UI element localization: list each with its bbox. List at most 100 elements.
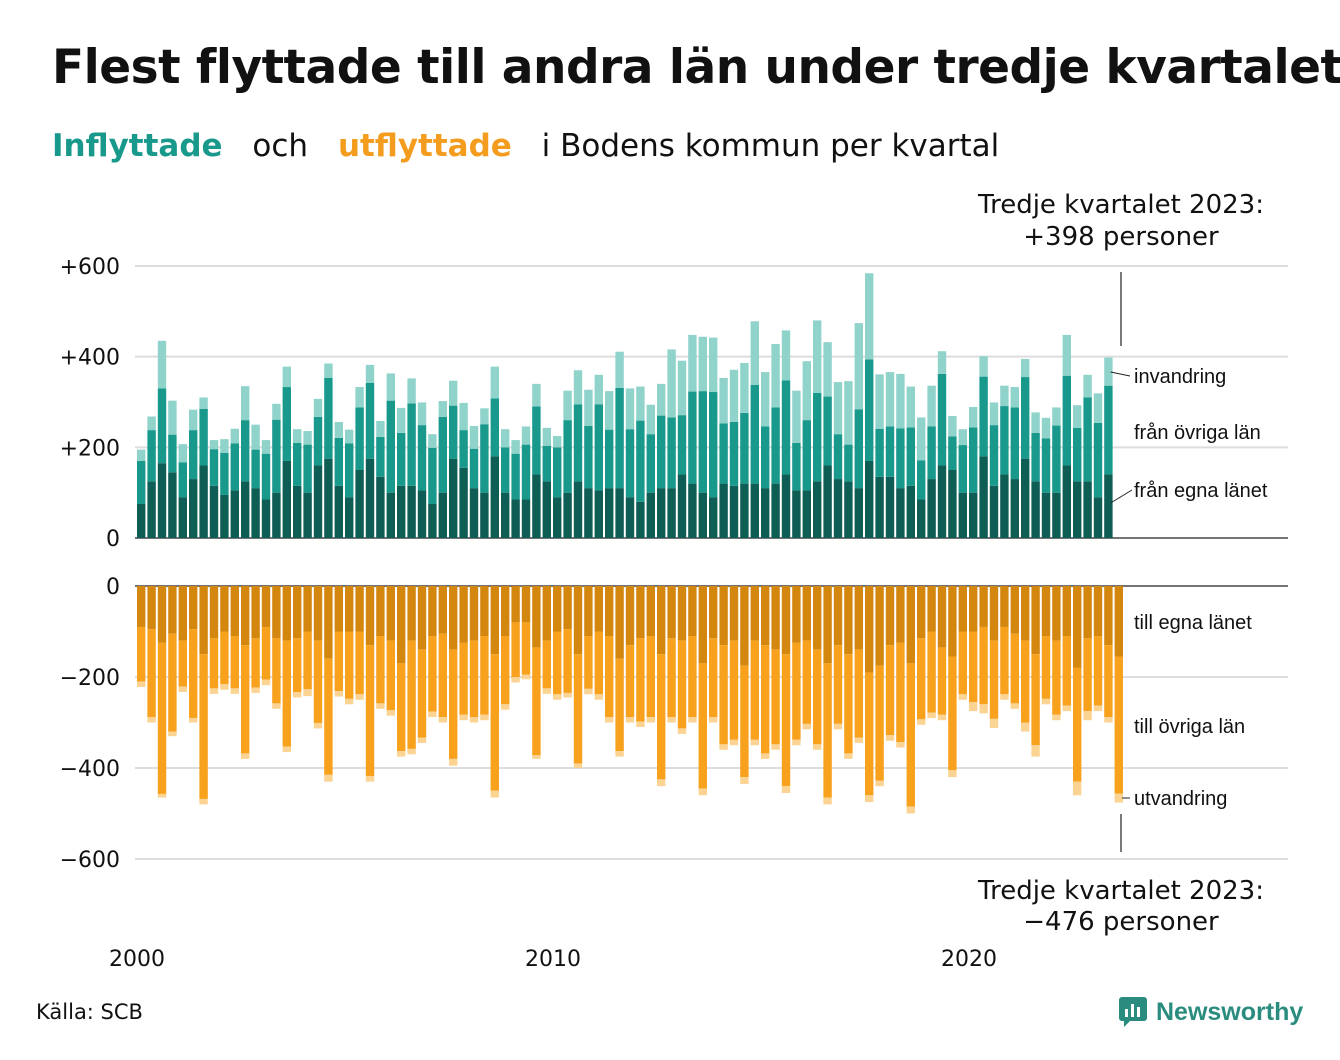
bar-out-utvandring-69 [854, 737, 863, 743]
bar-out-utvandring-59 [750, 739, 759, 746]
bar-in-ovriga-13 [272, 419, 281, 493]
bar-out-utvandring-14 [282, 746, 291, 753]
bar-in-ovriga-93 [1104, 385, 1113, 475]
bar-in-ovriga-50 [657, 415, 666, 489]
bar-out-utvandring-32 [469, 717, 479, 723]
bar-out-ovriga-3 [168, 633, 177, 732]
bar-out-utvandring-37 [521, 674, 531, 680]
bar-out-utvandring-94 [1114, 793, 1123, 803]
bar-out-utvandring-16 [303, 689, 312, 697]
bar-in-invandring-64 [802, 361, 811, 421]
bar-out-utvandring-64 [802, 723, 811, 730]
bar-in-invandring-77 [937, 351, 947, 374]
bar-in-invandring-31 [459, 402, 468, 431]
bar-out-ovriga-8 [220, 631, 229, 685]
bar-in-ovriga-70 [865, 359, 874, 461]
bar-out-utvandring-9 [230, 688, 239, 694]
bar-in-invandring-27 [417, 402, 427, 426]
bar-out-ovriga-4 [178, 640, 187, 687]
bar-in-ovriga-25 [397, 432, 406, 486]
bar-in-ovriga-68 [844, 444, 853, 482]
bar-out-ovriga-79 [958, 631, 967, 695]
bar-out-ovriga-33 [480, 636, 489, 715]
bar-in-ovriga-75 [917, 460, 926, 500]
bar-in-invandring-28 [428, 434, 437, 448]
bar-out-ovriga-91 [1083, 638, 1092, 712]
bar-out-egna-13 [272, 586, 281, 639]
bar-out-egna-55 [709, 586, 718, 639]
bar-in-ovriga-2 [157, 388, 167, 464]
bar-out-egna-31 [459, 586, 468, 643]
bar-in-egna-31 [459, 467, 468, 538]
bar-out-egna-19 [334, 586, 343, 632]
bar-out-ovriga-94 [1114, 656, 1123, 794]
y-tick-label-out-2: −400 [60, 757, 120, 782]
bar-in-egna-68 [844, 481, 853, 538]
bar-out-egna-7 [209, 586, 219, 639]
bar-out-utvandring-22 [365, 776, 375, 782]
brand-logo: Newsworthy [1118, 996, 1303, 1028]
bar-out-ovriga-14 [282, 640, 291, 747]
bar-in-ovriga-38 [532, 406, 541, 475]
bar-out-utvandring-44 [594, 694, 603, 700]
bar-in-ovriga-22 [365, 382, 375, 459]
bar-out-utvandring-87 [1041, 698, 1051, 705]
bar-out-egna-61 [771, 586, 780, 650]
bar-in-invandring-48 [636, 386, 645, 421]
bar-in-invandring-11 [251, 424, 260, 450]
bar-in-invandring-38 [532, 383, 541, 407]
bar-in-invandring-58 [740, 363, 749, 413]
bar-in-egna-6 [199, 465, 208, 538]
bar-in-egna-0 [137, 504, 146, 538]
bar-out-ovriga-17 [313, 640, 323, 723]
brand-name: Newsworthy [1156, 997, 1304, 1026]
bar-out-utvandring-90 [1073, 781, 1082, 796]
bar-in-egna-25 [397, 485, 406, 538]
bar-in-ovriga-39 [542, 445, 551, 482]
bar-in-egna-80 [969, 492, 978, 538]
bar-out-egna-70 [865, 586, 874, 673]
bar-out-ovriga-64 [802, 640, 811, 724]
bar-out-ovriga-45 [605, 636, 614, 718]
bar-in-invandring-10 [241, 386, 250, 421]
bar-out-egna-42 [573, 586, 583, 655]
bar-in-invandring-62 [781, 330, 791, 381]
bar-out-ovriga-61 [771, 649, 780, 745]
bar-out-utvandring-18 [324, 774, 333, 782]
bar-in-ovriga-21 [355, 407, 364, 470]
bar-out-utvandring-85 [1021, 722, 1030, 732]
bar-out-egna-40 [553, 586, 562, 632]
bar-out-egna-45 [605, 586, 614, 637]
bar-out-ovriga-54 [698, 663, 707, 789]
bar-out-ovriga-76 [927, 631, 936, 713]
bar-out-egna-28 [428, 586, 437, 637]
bar-out-egna-65 [813, 586, 822, 650]
bar-in-ovriga-87 [1041, 438, 1051, 493]
bar-in-egna-38 [532, 474, 541, 538]
bar-out-utvandring-66 [823, 797, 832, 805]
bar-in-egna-58 [740, 483, 749, 538]
bar-in-ovriga-58 [740, 412, 749, 484]
bar-out-utvandring-63 [792, 739, 801, 746]
bar-out-egna-83 [1000, 586, 1009, 627]
bar-in-invandring-70 [865, 273, 874, 360]
bar-out-ovriga-84 [1010, 633, 1019, 704]
bar-in-ovriga-47 [625, 429, 635, 498]
bar-in-egna-88 [1052, 492, 1061, 538]
bar-out-utvandring-51 [667, 717, 676, 723]
bar-in-egna-79 [958, 492, 967, 538]
bar-out-ovriga-38 [532, 647, 541, 756]
series-label-out-0: till egna länet [1134, 612, 1252, 634]
bar-in-egna-89 [1062, 465, 1071, 538]
bar-out-utvandring-1 [147, 717, 156, 723]
bar-in-ovriga-9 [230, 443, 239, 491]
bar-in-egna-7 [209, 485, 219, 538]
bar-in-egna-12 [261, 499, 271, 538]
bar-in-ovriga-19 [334, 437, 343, 486]
bar-out-egna-14 [282, 586, 291, 641]
bar-out-utvandring-55 [709, 717, 718, 723]
bar-out-egna-22 [365, 586, 375, 646]
bar-out-utvandring-88 [1052, 714, 1061, 721]
bar-out-egna-56 [719, 586, 728, 646]
